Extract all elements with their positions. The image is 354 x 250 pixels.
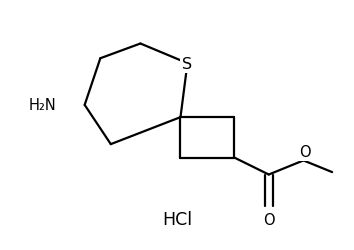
Text: H₂N: H₂N — [29, 98, 57, 113]
Text: HCl: HCl — [162, 210, 192, 228]
Text: O: O — [299, 144, 311, 160]
Text: S: S — [182, 56, 193, 71]
Text: O: O — [263, 212, 275, 227]
